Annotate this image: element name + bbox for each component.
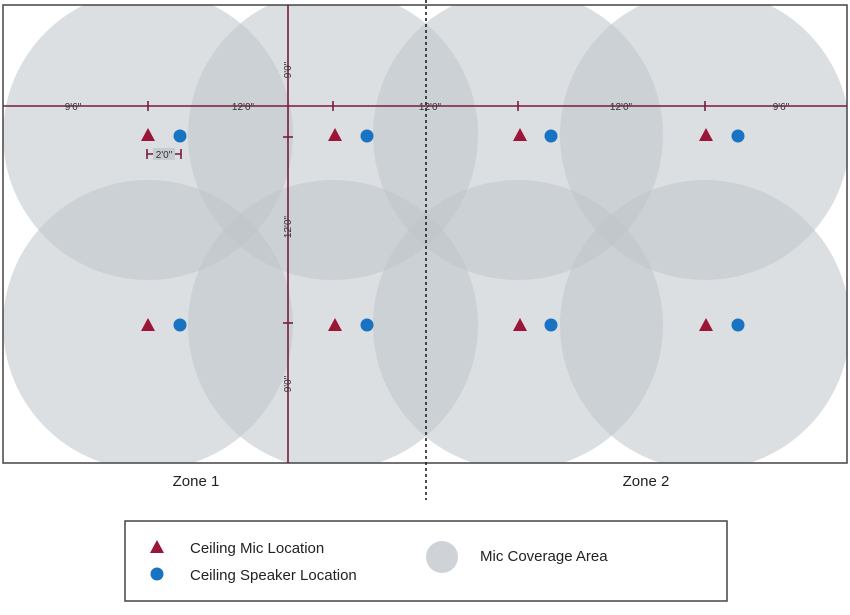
- dim-label-left-margin: 9'6": [65, 102, 82, 113]
- ceiling-speaker-icon: [173, 129, 187, 143]
- ceiling-speaker-icon: [731, 129, 745, 143]
- dim-label-spacing-2: 12'0": [419, 102, 442, 113]
- ceiling-mic-icon: [328, 318, 342, 331]
- dim-label-mic-speaker-offset: 2'0": [156, 150, 173, 161]
- dim-label-row-spacing: 12'0": [283, 215, 294, 238]
- dim-label-spacing-1: 12'0": [232, 102, 255, 113]
- legend-mic-label: Ceiling Mic Location: [190, 540, 324, 557]
- zone-label-2: Zone 2: [623, 473, 670, 490]
- legend-coverage-icon: [426, 541, 458, 573]
- ceiling-mic-icon: [328, 128, 342, 141]
- legend: Ceiling Mic Location Ceiling Speaker Loc…: [124, 520, 728, 602]
- legend-coverage-label: Mic Coverage Area: [480, 548, 608, 565]
- legend-mic-icon: [150, 540, 164, 553]
- room-outline: [2, 4, 848, 464]
- dimension-lines: [3, 5, 847, 463]
- ceiling-mic-icon: [699, 128, 713, 141]
- speaker-layer: [173, 129, 745, 332]
- ceiling-mic-icon: [141, 318, 155, 331]
- ceiling-speaker-icon: [731, 318, 745, 332]
- coverage-layer: [3, 5, 847, 463]
- legend-speaker-icon: [150, 567, 164, 581]
- ceiling-speaker-icon: [544, 318, 558, 332]
- zone-label-1: Zone 1: [173, 473, 220, 490]
- dim-label-spacing-3: 12'0": [610, 102, 633, 113]
- legend-box: [124, 520, 728, 602]
- ceiling-speaker-icon: [544, 129, 558, 143]
- offset-label-bg: [153, 148, 175, 160]
- ceiling-mic-icon: [141, 128, 155, 141]
- dim-label-top-margin: 9'0": [283, 61, 294, 78]
- dim-label-right-margin: 9'6": [773, 102, 790, 113]
- mic-layer: [141, 128, 713, 331]
- ceiling-speaker-icon: [360, 318, 374, 332]
- dim-label-bottom-margin: 9'0": [283, 375, 294, 392]
- coverage-circle: [560, 180, 847, 463]
- ceiling-speaker-icon: [360, 129, 374, 143]
- legend-speaker-label: Ceiling Speaker Location: [190, 567, 357, 584]
- ceiling-mic-icon: [513, 128, 527, 141]
- ceiling-mic-icon: [699, 318, 713, 331]
- ceiling-mic-icon: [513, 318, 527, 331]
- ceiling-speaker-icon: [173, 318, 187, 332]
